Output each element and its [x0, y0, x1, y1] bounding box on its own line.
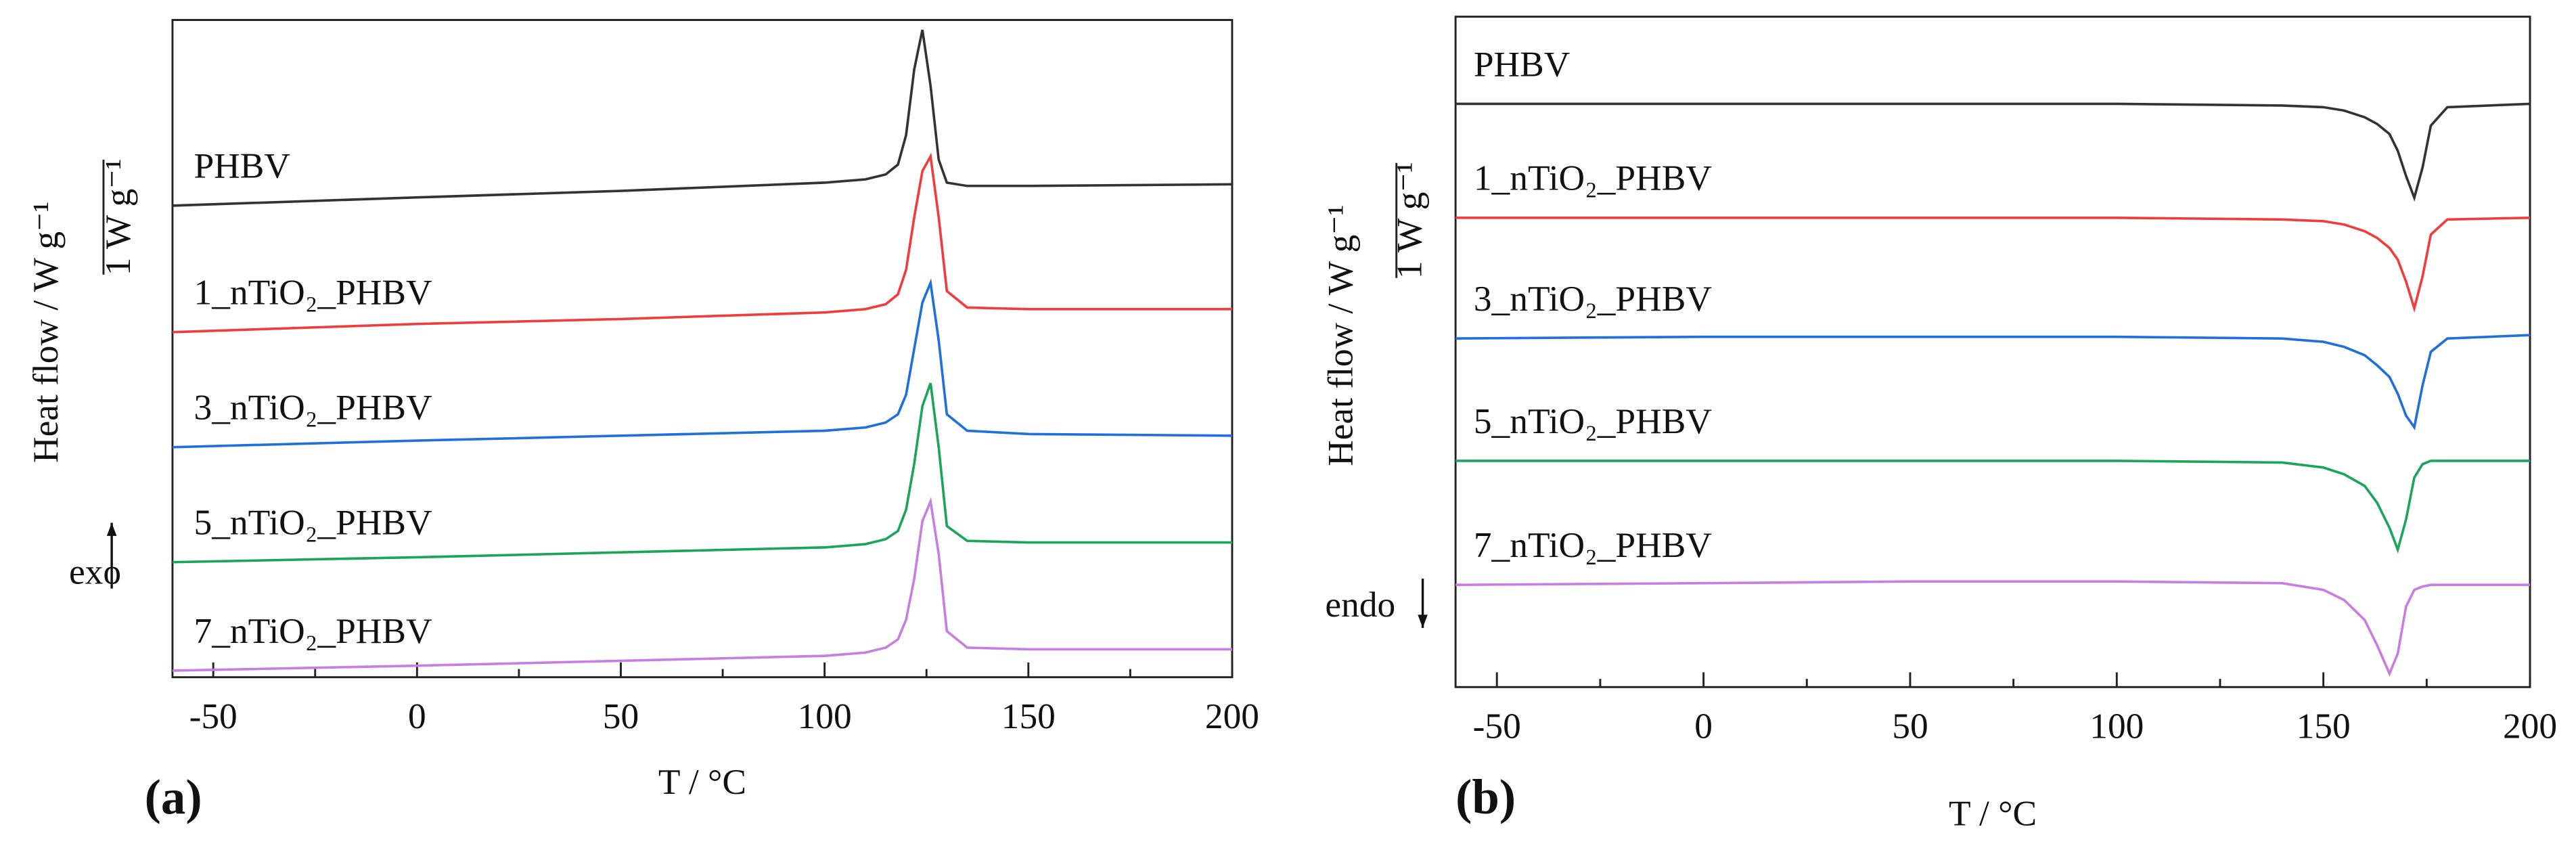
series-label: 7_nTiO₂_PHBV	[194, 610, 432, 651]
x-tick-label: 0	[408, 696, 426, 736]
x-tick-label: 100	[2089, 706, 2144, 746]
x-tick-label: 0	[1694, 706, 1713, 746]
x-axis-label: T / °C	[658, 761, 746, 802]
y-axis-label: Heat flow / W g⁻¹	[1319, 205, 1360, 466]
series-label: 1_nTiO₂_PHBV	[194, 272, 432, 313]
x-tick-label: 50	[603, 696, 639, 736]
x-tick-label: -50	[1473, 706, 1521, 746]
data-line	[172, 382, 1232, 564]
x-tick-label: 150	[2297, 706, 2351, 746]
scale-label: 1 W g⁻¹	[1388, 162, 1429, 279]
x-tick-label: 100	[798, 696, 852, 736]
data-line	[172, 278, 1232, 449]
x-tick-label: 150	[1001, 696, 1056, 736]
arrow-head	[106, 522, 117, 536]
data-line	[172, 497, 1232, 672]
data-line	[1455, 580, 2531, 677]
x-tick-label: -50	[189, 696, 238, 736]
data-line	[1455, 460, 2531, 554]
direction-label: exo	[69, 551, 121, 591]
series-label: 7_nTiO₂_PHBV	[1474, 524, 1712, 565]
series-label: 5_nTiO₂_PHBV	[1474, 401, 1712, 441]
series-label: 3_nTiO₂_PHBV	[194, 387, 432, 428]
plot-frame	[171, 19, 1234, 679]
plot-frame	[1454, 16, 2531, 688]
y-axis-label: Heat flow / W g⁻¹	[25, 202, 66, 463]
series-label: 1_nTiO₂_PHBV	[1474, 158, 1712, 198]
data-line	[1455, 217, 2531, 313]
data-line	[1455, 102, 2531, 202]
direction-label: endo	[1325, 584, 1395, 625]
series-label: 3_nTiO₂_PHBV	[1474, 278, 1712, 319]
x-tick-label: 50	[1892, 706, 1928, 746]
data-line	[1455, 334, 2531, 430]
panel-label: (a)	[145, 769, 202, 824]
x-tick-label: 200	[1205, 696, 1259, 736]
data-line	[172, 152, 1232, 334]
panel-label: (b)	[1455, 769, 1516, 824]
x-axis-label: T / °C	[1949, 792, 2037, 833]
series-label: PHBV	[194, 146, 290, 186]
x-tick-label: 200	[2503, 706, 2557, 746]
scale-label: 1 W g⁻¹	[97, 158, 138, 275]
arrow-head	[1418, 614, 1428, 628]
series-label: PHBV	[1474, 43, 1570, 84]
series-label: 5_nTiO₂_PHBV	[194, 502, 432, 543]
data-line	[172, 29, 1232, 207]
